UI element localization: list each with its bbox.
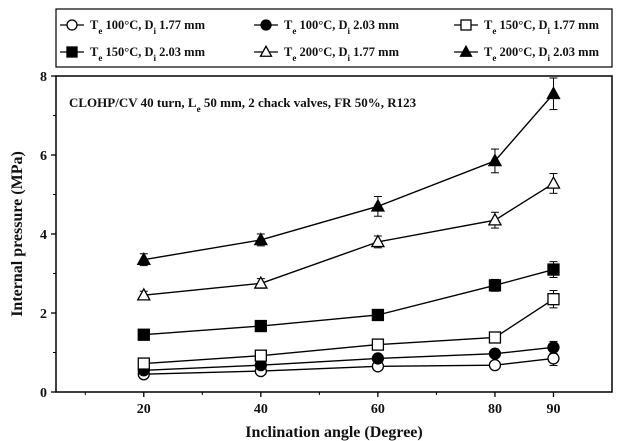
data-point (487, 212, 503, 226)
legend-marker (260, 19, 272, 31)
legend-marker (259, 44, 273, 57)
legend-marker (66, 46, 78, 58)
data-point (254, 349, 267, 362)
chart-annotation: CLOHP/CV 40 turn, Le 50 mm, 2 chack valv… (69, 95, 417, 114)
data-point (370, 198, 386, 212)
data-point (547, 293, 560, 306)
series-3 (137, 289, 560, 370)
data-point (488, 331, 502, 344)
legend-item: Te 200°C, Di 2.03 mm (454, 44, 600, 63)
data-point (488, 279, 502, 292)
data-point (547, 341, 560, 354)
data-point (488, 358, 502, 372)
legend-marker (459, 44, 473, 57)
y-axis: 0 2 4 6 8 (40, 70, 56, 401)
series-4 (137, 261, 560, 341)
series-line (143, 93, 555, 261)
data-point (137, 328, 150, 341)
data-point (137, 357, 150, 370)
legend-item: Te 150°C, Di 2.03 mm (60, 45, 206, 63)
x-tick-label: 20 (137, 402, 151, 417)
legend: Te 100°C, Di 1.77 mm Te 100°C, Di 2.03 mm… (60, 18, 600, 63)
data-point (546, 86, 561, 100)
data-point (547, 263, 560, 276)
y-tick-label: 8 (40, 70, 47, 85)
legend-label: Te 100°C, Di 1.77 mm (90, 18, 206, 36)
legend-label: Te 150°C, Di 2.03 mm (90, 45, 206, 63)
data-point (254, 319, 267, 333)
data-point (136, 252, 151, 266)
data-point (547, 352, 560, 365)
legend-marker (66, 19, 78, 31)
data-point (371, 338, 385, 351)
x-tick-label: 80 (488, 402, 502, 417)
legend-item: Te 100°C, Di 1.77 mm (60, 18, 206, 36)
data-point (253, 275, 268, 289)
y-tick-label: 0 (40, 386, 47, 401)
legend-item: Te 100°C, Di 2.03 mm (254, 18, 400, 36)
x-tick-label: 90 (546, 402, 560, 417)
data-point (488, 347, 502, 360)
data-point (487, 153, 503, 167)
series-group (136, 77, 561, 381)
legend-label: Te 100°C, Di 2.03 mm (284, 18, 400, 36)
x-tick-label: 60 (371, 402, 385, 417)
plot-frame (55, 75, 613, 393)
y-tick-label: 2 (40, 307, 47, 322)
y-tick-label: 6 (40, 149, 47, 164)
x-tick-label: 40 (254, 402, 268, 417)
data-point (136, 287, 151, 301)
data-point (546, 175, 561, 189)
series-line (143, 182, 554, 296)
data-point (253, 232, 268, 246)
legend-item: Te 200°C, Di 1.77 mm (254, 44, 400, 63)
legend-marker (460, 19, 472, 31)
legend-box (55, 8, 613, 68)
legend-label: Te 200°C, Di 2.03 mm (484, 45, 600, 63)
data-point (371, 352, 385, 365)
legend-label: Te 200°C, Di 1.77 mm (284, 45, 400, 63)
y-tick-label: 4 (40, 228, 47, 243)
data-point (371, 308, 385, 322)
x-axis-title: Inclination angle (Degree) (245, 424, 422, 441)
series-5 (136, 173, 561, 301)
data-point (370, 234, 386, 248)
series-6 (136, 77, 561, 267)
x-axis: 20 40 60 80 90 (84, 392, 560, 417)
legend-label: Te 150°C, Di 1.77 mm (484, 18, 600, 36)
y-axis-title: Internal pressure (MPa) (9, 151, 26, 317)
legend-item: Te 150°C, Di 1.77 mm (454, 18, 600, 36)
